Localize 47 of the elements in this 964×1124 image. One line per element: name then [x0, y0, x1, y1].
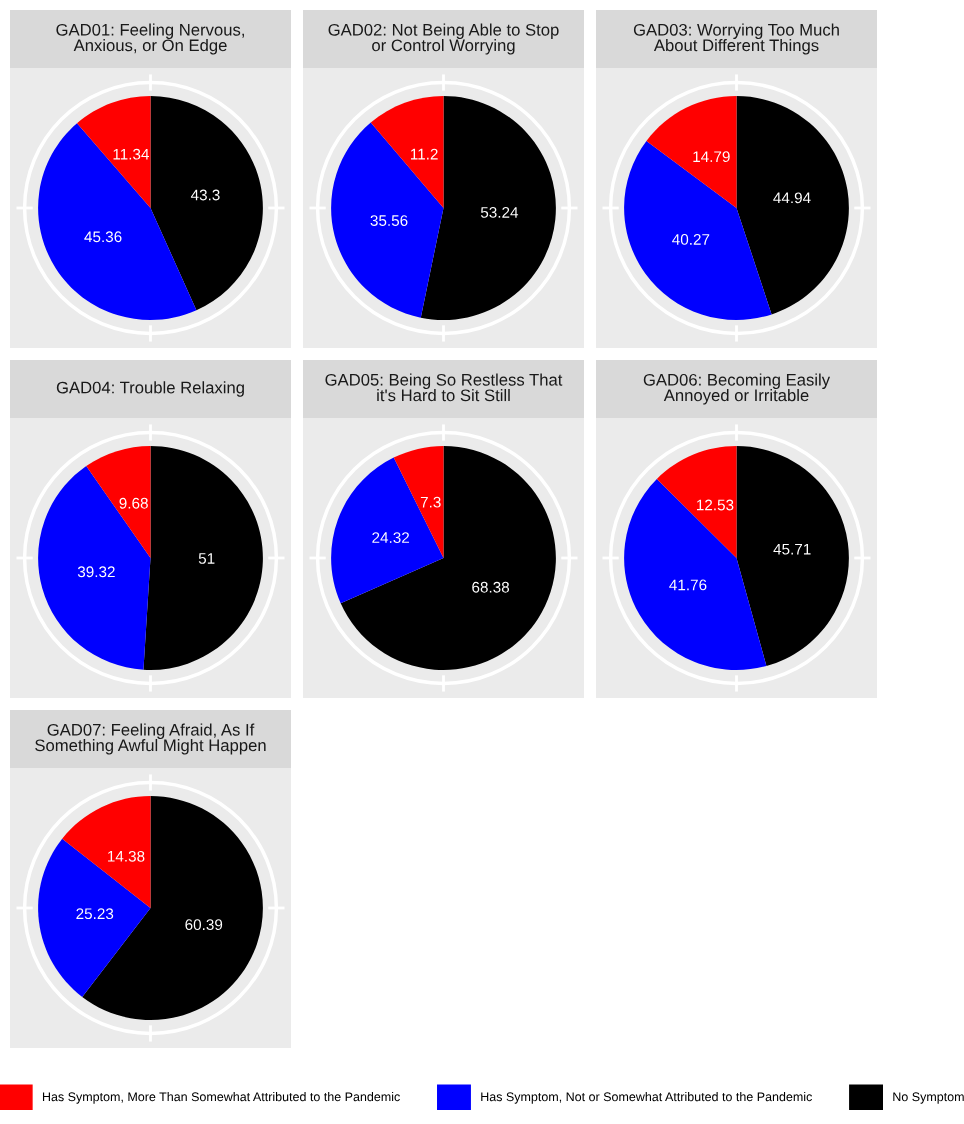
pie-slice [736, 446, 849, 666]
pie-slice [86, 446, 151, 558]
data-label: 35.56 [370, 215, 408, 226]
pie-slice [77, 96, 151, 208]
data-label: 9.68 [119, 497, 148, 509]
pie-slice [370, 96, 444, 208]
chart-title: GAD05: Being So Restless That it's Hard to Sit Still [325, 373, 563, 402]
pie-slice [331, 457, 444, 604]
pie-slice [38, 838, 151, 997]
chart-title: GAD01: Feeling Nervous, Anxious, or On Edge [56, 23, 244, 55]
legend-label: Has Symptom, More Than Somewhat Attributed to the Pandemic [42, 1092, 400, 1104]
chart-title: GAD03: Worrying Too Much About Different Things [633, 23, 839, 55]
data-label: 25.23 [76, 908, 114, 920]
data-label: 43.3 [190, 189, 220, 201]
data-label: 44.94 [773, 192, 811, 204]
chart-title: GAD04: Trouble Relaxing [56, 381, 244, 397]
pie-slice [150, 96, 263, 311]
data-label: 11.34 [113, 148, 150, 160]
data-label: 53.24 [480, 206, 519, 218]
pie-slice [646, 96, 737, 208]
legend-label: Has Symptom, Not or Somewhat Attributed to the Pandemic [481, 1092, 812, 1104]
pie-slice [340, 446, 556, 670]
data-label: 45.71 [773, 543, 811, 555]
data-label: 24.32 [372, 532, 410, 543]
pie-slice [38, 466, 151, 670]
data-label: 45.36 [84, 231, 122, 243]
data-label: 68.38 [472, 581, 510, 593]
pie-slice [62, 796, 151, 908]
chart-title: GAD02: Not Being Able to Stop or Control Worrying [328, 23, 559, 55]
data-label: 11.2 [410, 148, 438, 160]
data-label: 12.53 [697, 499, 734, 511]
chart-title: GAD07: Feeling Afraid, As If Something Awful Might Happen [35, 723, 266, 755]
data-label: 40.27 [672, 233, 710, 245]
data-label: 41.76 [669, 579, 707, 591]
chart-title: GAD06: Becoming Easily Annoyed or Irritable [643, 373, 831, 405]
pie-slice [624, 140, 772, 320]
pie-slice [736, 96, 849, 315]
legend-label: No Symptom [893, 1092, 964, 1104]
data-label: 60.39 [185, 919, 223, 931]
pie-slice [624, 478, 767, 670]
data-label: 51 [198, 553, 215, 564]
pie-slice [656, 446, 737, 558]
data-label: 7.3 [420, 496, 441, 508]
data-label: 39.32 [77, 566, 115, 578]
pie-slice [331, 122, 444, 318]
data-label: 14.79 [693, 151, 730, 163]
data-label: 14.38 [108, 850, 145, 862]
